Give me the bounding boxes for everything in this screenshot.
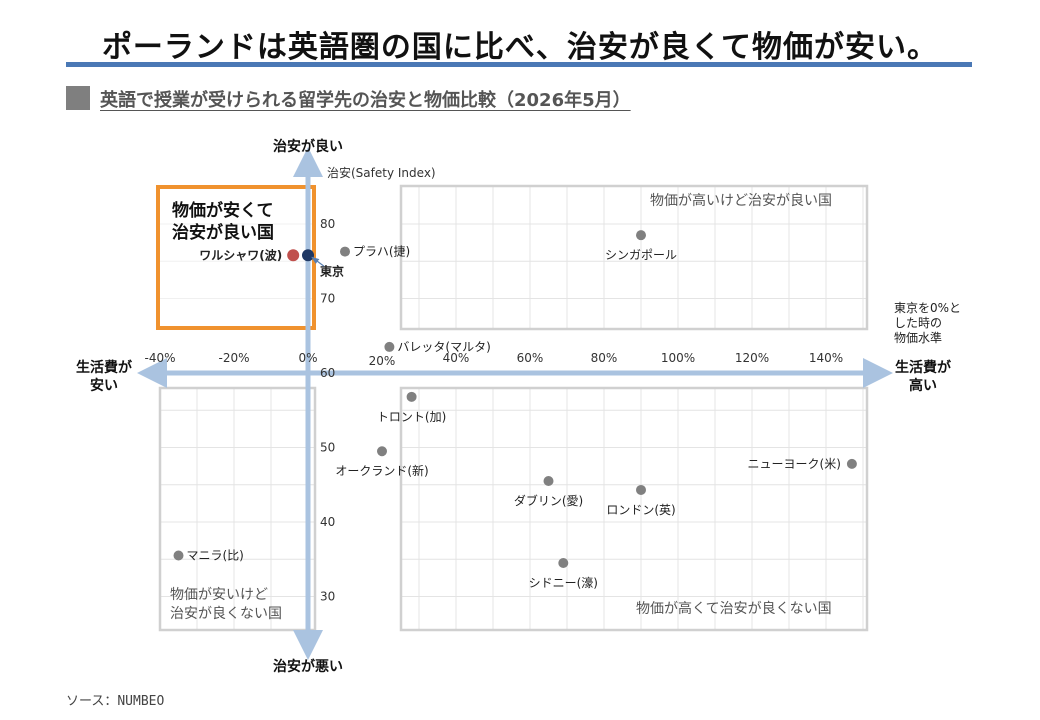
data-point [377, 446, 387, 457]
x-axis-note-line3: 物価水準 [894, 331, 943, 345]
y-tick-label: 40 [320, 515, 335, 529]
x-tick-label: 140% [809, 351, 843, 365]
point-label: トロント(加) [377, 410, 446, 424]
highlight-label-line2: 治安が良い国 [172, 223, 274, 243]
data-point [636, 484, 646, 495]
data-point [406, 391, 417, 402]
axis-top-label: 治安が良い [273, 139, 343, 155]
point-label: ワルシャワ(波) [199, 247, 282, 262]
point-label: オークランド(新) [335, 463, 428, 478]
axis-left-label-line1: 生活費が [76, 360, 132, 376]
x-tick-label: 40% [443, 351, 470, 365]
point-label: シドニー(濠) [529, 575, 598, 590]
top-right-quadrant-label: 物価が高いけど治安が良い国 [650, 193, 832, 209]
data-point [543, 476, 554, 487]
data-point [302, 249, 314, 262]
x-tick-label: 80% [591, 351, 618, 365]
bottom-left-label-line1: 物価が安いけど [170, 587, 268, 603]
data-point [173, 550, 184, 561]
y-tick-label: 80 [320, 217, 335, 231]
x-tick-label: 100% [661, 351, 695, 365]
y-tick-label: 60 [320, 366, 335, 380]
y-tick-label: 30 [320, 590, 335, 604]
title-rule [66, 62, 972, 67]
y-tick-label: 70 [320, 292, 335, 306]
y-tick-label: 50 [320, 441, 335, 455]
x-axis-note-line2: した時の [894, 316, 943, 330]
data-point [340, 246, 350, 257]
data-point [846, 458, 857, 469]
point-label: ニューヨーク(米) [748, 457, 841, 471]
axis-right-label-line1: 生活費が [895, 360, 951, 376]
highlight-label-line1: 物価が安くて [172, 201, 274, 221]
point-label: バレッタ(マルタ) [397, 340, 490, 354]
x-tick-label: 20% [369, 354, 396, 368]
point-label: ロンドン(英) [606, 503, 675, 517]
x-tick-label: -20% [218, 351, 249, 365]
data-point [287, 249, 300, 262]
point-label: マニラ(比) [187, 549, 244, 563]
bottom-left-quadrant-label: 物価が安いけど 治安が良くない国 [170, 586, 282, 624]
data-point [636, 230, 646, 241]
source-note: ソース：NUMBEO [66, 694, 165, 709]
point-label: 東京 [320, 263, 344, 278]
highlight-quadrant-label: 物価が安くて 治安が良い国 [172, 200, 274, 244]
axis-left-label: 生活費が 安い [70, 359, 138, 395]
x-tick-label: 60% [517, 351, 544, 365]
axis-right-label: 生活費が 高い [884, 359, 962, 395]
axis-left-label-line2: 安い [90, 378, 118, 394]
subtitle-marker [66, 86, 90, 110]
data-point [558, 557, 569, 568]
bottom-left-label-line2: 治安が良くない国 [170, 606, 282, 622]
page-title: ポーランドは英語圏の国に比べ、治安が良くて物価が安い。 [101, 30, 939, 65]
data-point [384, 341, 395, 352]
quadrant-bottom-left-box [158, 386, 317, 632]
y-axis-title: 治安(Safety Index) [327, 165, 436, 180]
point-label: シンガポール [605, 248, 677, 262]
x-tick-label: 0% [298, 351, 317, 365]
tokyo-pointer-arrow [311, 256, 325, 267]
point-label: プラハ(捷) [353, 245, 410, 259]
x-axis-note-line1: 東京を0%と [894, 301, 962, 315]
x-axis-note: 東京を0%と した時の 物価水準 [894, 301, 961, 346]
point-label: ダブリン(愛) [514, 493, 583, 508]
chart-subtitle: 英語で授業が受けられる留学先の治安と物価比較（2026年5月） [100, 90, 631, 111]
x-tick-label: -40% [144, 351, 175, 365]
axis-bottom-label: 治安が悪い [273, 659, 343, 675]
bottom-right-quadrant-label: 物価が高くて治安が良くない国 [636, 601, 832, 617]
quadrant-top-right-box [399, 184, 869, 331]
x-tick-label: 120% [735, 351, 769, 365]
axis-right-label-line2: 高い [909, 378, 937, 394]
quadrant-bottom-right-box [399, 386, 869, 632]
